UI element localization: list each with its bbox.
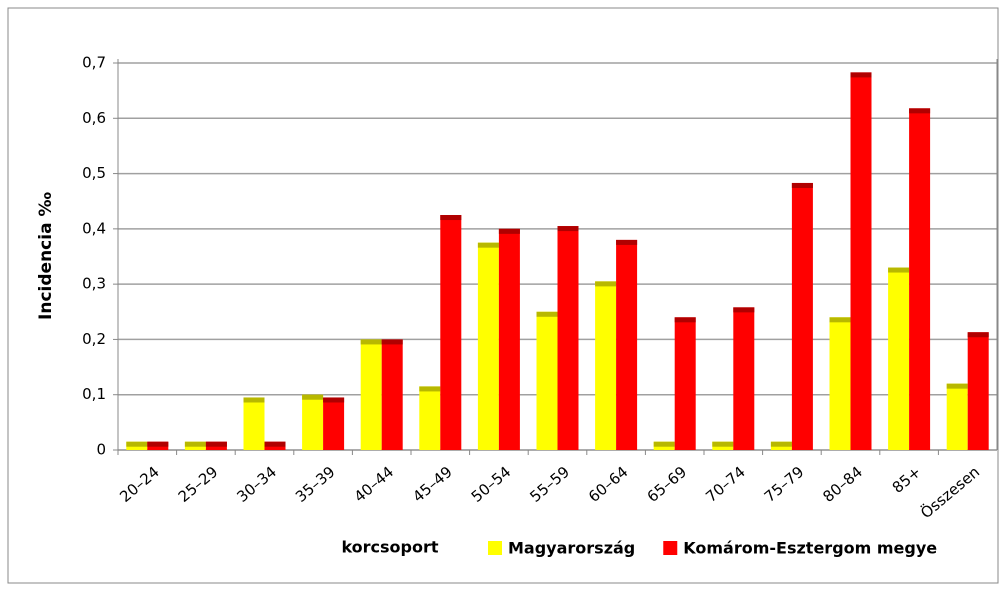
bar-cap — [674, 317, 696, 323]
bar — [595, 281, 617, 450]
y-tick-label: 0,3 — [82, 275, 106, 293]
bar-cap — [536, 311, 558, 317]
bar — [888, 267, 910, 450]
bar-cap — [360, 339, 382, 345]
bar — [850, 72, 872, 451]
y-tick-label: 0,6 — [82, 109, 106, 127]
legend-label: Komárom-Esztergom megye — [683, 539, 937, 558]
bar-cap — [946, 383, 968, 389]
y-tick-label: 0 — [96, 441, 106, 459]
bar-cap — [477, 242, 499, 248]
bar-cap — [440, 215, 462, 221]
bar-cap — [616, 239, 638, 245]
bar-cap — [829, 317, 851, 323]
bar-cap — [419, 386, 441, 392]
bar — [909, 108, 931, 450]
bar — [419, 386, 441, 450]
legend-swatch — [663, 541, 678, 555]
bar-cap — [498, 228, 520, 234]
bar — [829, 317, 851, 450]
bar — [381, 339, 403, 450]
bar — [946, 383, 968, 450]
bar-cap — [850, 72, 872, 78]
bar — [536, 311, 558, 450]
bar — [440, 215, 462, 450]
bar-cap — [595, 281, 617, 287]
bar-cap — [653, 441, 675, 447]
y-axis-title: Incidencia ‰ — [36, 192, 56, 320]
bar — [360, 339, 382, 450]
bar-cap — [733, 307, 755, 313]
bar — [674, 317, 696, 450]
bar — [323, 397, 345, 450]
bar-cap — [967, 332, 989, 338]
y-tick-label: 0,5 — [82, 164, 106, 182]
bar-cap — [712, 441, 734, 447]
bar-cap — [323, 397, 345, 403]
bar-cap — [791, 182, 813, 188]
bar — [302, 394, 324, 450]
bar-cap — [909, 108, 931, 114]
bar — [791, 182, 813, 450]
x-axis-title: korcsoport — [341, 538, 438, 557]
bar-cap — [126, 441, 148, 447]
y-tick-label: 0,1 — [82, 385, 106, 403]
bar-cap — [381, 339, 403, 345]
bar-cap — [147, 441, 169, 447]
bar — [498, 228, 520, 450]
bar — [557, 226, 579, 450]
bar-cap — [888, 267, 910, 273]
bar-cap — [205, 441, 227, 447]
bar-cap — [264, 441, 286, 447]
legend-label: Magyarország — [508, 539, 635, 558]
legend-swatch — [488, 541, 502, 555]
bar-cap — [184, 441, 206, 447]
bar — [477, 242, 499, 450]
y-tick-label: 0,4 — [82, 219, 106, 237]
y-tick-label: 0,7 — [82, 54, 106, 72]
bar-cap — [770, 441, 792, 447]
y-tick-label: 0,2 — [82, 330, 106, 348]
bar — [616, 239, 638, 450]
bar — [733, 307, 755, 450]
bar-cap — [243, 397, 265, 403]
bar-cap — [302, 394, 324, 400]
bar — [243, 397, 265, 450]
bar-cap — [557, 226, 579, 232]
bar — [967, 332, 989, 450]
